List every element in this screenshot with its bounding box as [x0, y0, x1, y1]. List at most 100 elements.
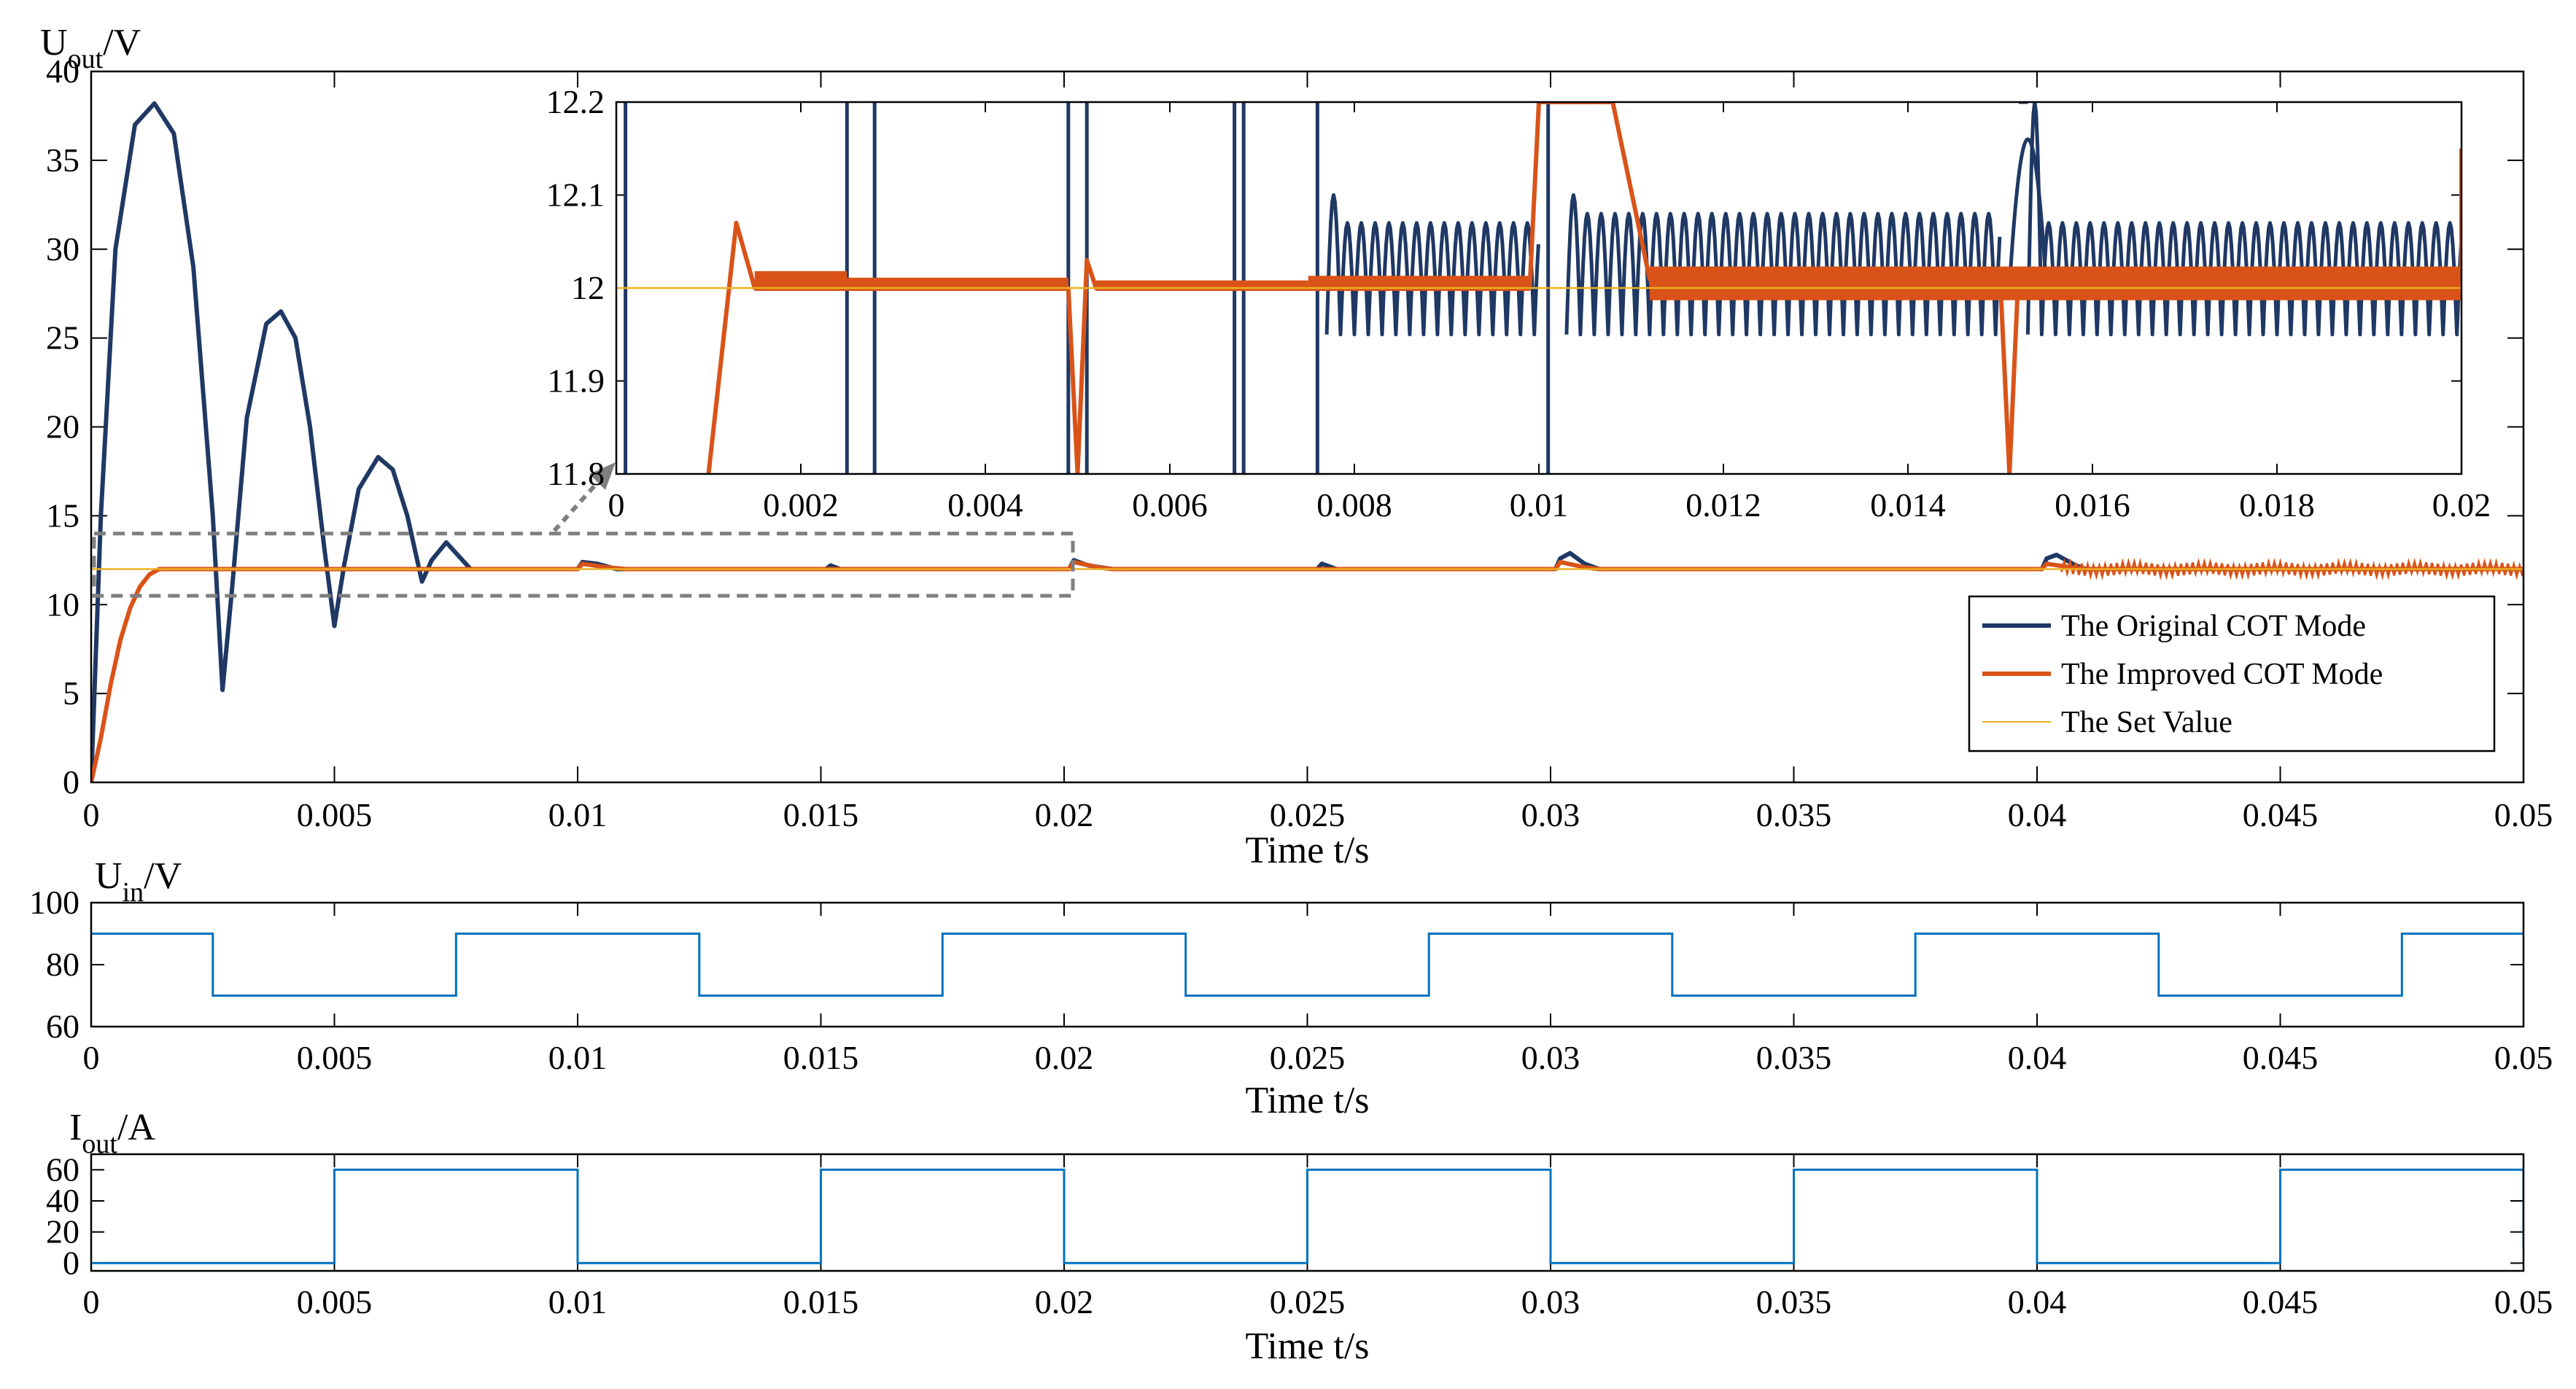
- y-tick-label: 80: [46, 946, 79, 983]
- x-tick-label: 0: [83, 1039, 100, 1076]
- y-tick-label: 40: [46, 52, 79, 90]
- x-tick-label: 0.01: [548, 1039, 608, 1076]
- y-tick-label: 40: [46, 1182, 79, 1219]
- x-tick-label: 0.006: [1132, 486, 1208, 524]
- x-tick-label: 0.045: [2243, 1283, 2319, 1320]
- axes-frame: [90, 901, 2525, 1028]
- legend: The Original COT Mode The Improved COT Mo…: [1968, 595, 2496, 752]
- x-tick-label: 0.008: [1316, 486, 1392, 524]
- series-group: [91, 101, 2523, 782]
- x-tick-label: 0.025: [1270, 1283, 1346, 1320]
- x-tick-label: 0.005: [297, 1039, 373, 1076]
- x-tick-label: 0.002: [763, 486, 839, 524]
- y-axis-label-main: U: [40, 22, 68, 63]
- y-tick-label: 10: [46, 585, 79, 623]
- zoom-arrow-head: [589, 462, 616, 490]
- x-tick-label: 0.025: [1270, 796, 1346, 833]
- x-tick-label: 0.03: [1521, 1283, 1580, 1320]
- x-tick-label: 0.02: [2432, 486, 2491, 524]
- y-axis-label: Iout/A: [69, 1107, 155, 1159]
- legend-entry-label: The Original COT Mode: [2061, 610, 2366, 643]
- y-tick-label: 35: [46, 141, 79, 179]
- y-tick-label: 5: [63, 674, 79, 712]
- x-tick-label: 0.004: [947, 486, 1023, 524]
- inset-original-hump: [2007, 137, 2049, 289]
- y-axis-label: Uin/V: [95, 855, 182, 908]
- y-tick-label: 11.9: [547, 362, 605, 400]
- x-tick-label: 0.04: [2008, 1283, 2067, 1320]
- y-tick-label: 12: [571, 269, 605, 306]
- uin-series-group: [91, 933, 2523, 997]
- x-tick-label: 0: [83, 1283, 100, 1320]
- y-tick-label: 20: [46, 408, 79, 446]
- y-axis-label-main: U: [95, 855, 123, 897]
- x-tick-label: 0.015: [783, 796, 859, 833]
- y-axis-label-sub: out: [68, 44, 104, 74]
- x-tick-label: 0.05: [2494, 1039, 2553, 1076]
- x-tick-label: 0.05: [2494, 796, 2553, 833]
- x-axis-label: Time t/s: [1245, 830, 1369, 871]
- inset-original-ripple: [2025, 102, 2461, 337]
- x-axis-label: Time t/s: [1245, 1326, 1369, 1367]
- x-tick-label: 0: [83, 796, 100, 833]
- y-axis-label-unit: /V: [144, 855, 182, 897]
- series-output-current: [91, 1168, 2523, 1264]
- axes-frame: [615, 101, 2463, 475]
- y-axis-label-unit: /A: [117, 1107, 155, 1148]
- x-tick-label: 0.02: [1035, 796, 1094, 833]
- y-tick-label: 11.8: [547, 455, 605, 492]
- x-tick-label: 0.012: [1685, 486, 1761, 524]
- inset-original-ripple: [1324, 193, 1540, 337]
- panels: 0 0.005 0.01 0.015 0.02 0.025 0.03 0.035 0.04 0.0…: [29, 22, 2553, 1367]
- x-tick-label: 0.045: [2243, 796, 2319, 833]
- x-tick-label: 0.01: [548, 1283, 608, 1320]
- y-tick-label: 25: [46, 319, 79, 357]
- axes-frame: [90, 1153, 2525, 1272]
- x-tick-label: 0: [608, 486, 625, 524]
- x-tick-label: 0.02: [1035, 1283, 1094, 1320]
- x-tick-label: 0.03: [1521, 1039, 1580, 1076]
- legend-box: [1968, 595, 2496, 752]
- x-tick-label: 0.05: [2494, 1283, 2553, 1320]
- y-tick-label: 15: [46, 497, 79, 534]
- x-axis-label: Time t/s: [1245, 1080, 1369, 1121]
- y-tick-label: 0: [63, 1244, 79, 1281]
- inset-series-group: [616, 102, 2461, 474]
- x-tick-label: 0.045: [2243, 1039, 2319, 1076]
- x-tick-label: 0.035: [1756, 1283, 1832, 1320]
- x-tick-label: 0.015: [783, 1039, 859, 1076]
- y-axis-label-unit: /V: [103, 22, 141, 63]
- series-original-cot: [91, 101, 2523, 782]
- x-tick-label: 0.035: [1756, 1039, 1832, 1076]
- x-tick-label: 0.03: [1521, 796, 1580, 833]
- x-tick-label: 0.014: [1870, 486, 1946, 524]
- y-tick-label: 20: [46, 1213, 79, 1250]
- series-input-voltage: [91, 933, 2523, 997]
- x-tick-label: 0.01: [548, 796, 608, 833]
- chart-inset: 0 0.002 0.004 0.006 0.008 0.01 0.012 0.014 0.016…: [546, 83, 2491, 524]
- x-tick-label: 0.025: [1270, 1039, 1346, 1076]
- y-tick-label: 60: [46, 1008, 79, 1045]
- x-tick-label: 0.015: [783, 1283, 859, 1320]
- chart-iout: 0 0.005 0.01 0.015 0.02 0.025 0.03 0.035 0.04 0.0…: [46, 1107, 2553, 1367]
- x-tick-label: 0.005: [297, 796, 373, 833]
- y-tick-label: 60: [46, 1151, 79, 1188]
- x-tick-label: 0.018: [2239, 486, 2315, 524]
- y-tick-label: 30: [46, 230, 79, 268]
- x-tick-label: 0.035: [1756, 796, 1832, 833]
- zoom-box: [92, 532, 1075, 598]
- y-axis-label-sub: out: [82, 1129, 117, 1159]
- y-axis-label-sub: in: [123, 877, 144, 908]
- chart-uin: 0 0.005 0.01 0.015 0.02 0.025 0.03 0.035 0.04 0.0…: [29, 855, 2553, 1121]
- iout-series-group: [91, 1168, 2523, 1264]
- y-tick-label: 12.1: [546, 176, 605, 214]
- x-tick-label: 0.01: [1510, 486, 1569, 524]
- y-tick-label: 12.2: [546, 83, 605, 120]
- y-axis-label: Uout/V: [40, 22, 141, 74]
- y-axis-label-main: I: [69, 1107, 82, 1148]
- y-tick-label: 0: [63, 763, 79, 801]
- y-tick-label: 100: [29, 884, 79, 921]
- x-tick-label: 0.04: [2008, 796, 2067, 833]
- legend-entry-label: The Improved COT Mode: [2061, 658, 2383, 691]
